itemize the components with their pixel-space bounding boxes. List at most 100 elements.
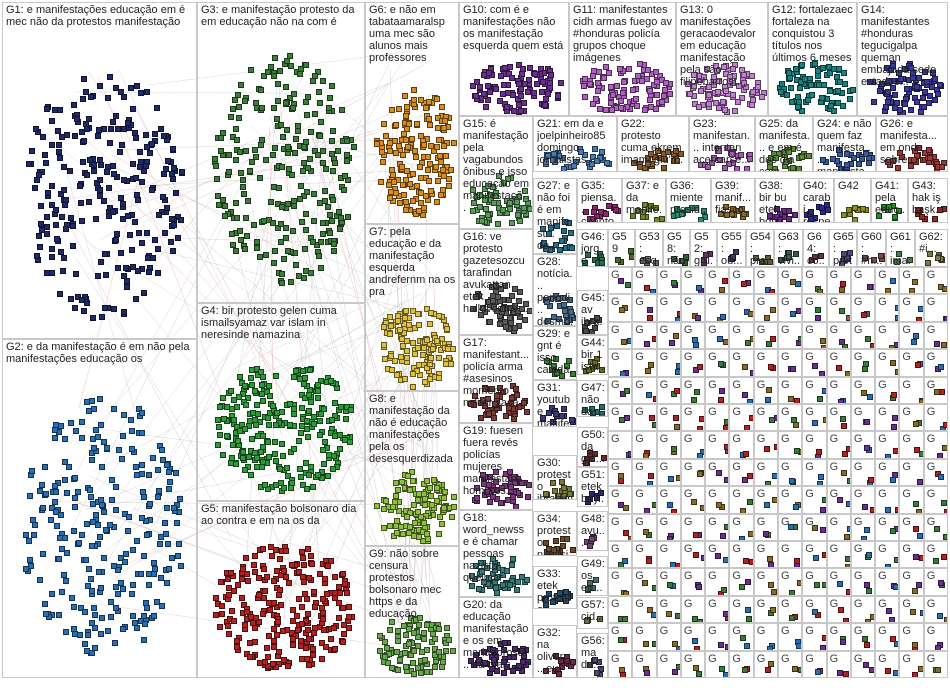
small-group-cell[interactable]: G [729,650,754,678]
small-group-cell[interactable]: G [899,267,924,295]
small-group-cell[interactable]: G [680,321,706,350]
group-box-g57[interactable]: G57: cid... [577,597,608,629]
group-box-g48[interactable]: G48: avu... ete... [577,511,608,551]
group-box-g40[interactable]: G40: carabi... respe... [799,178,834,223]
small-group-cell[interactable]: G [778,349,803,377]
small-group-cell[interactable]: G [729,595,754,624]
small-group-cell[interactable]: G [923,650,948,678]
small-group-cell[interactable]: G [875,294,900,322]
small-group-cell[interactable]: G [802,486,827,514]
small-group-cell[interactable]: G [899,486,924,514]
small-group-cell[interactable]: G [729,267,754,295]
small-group-cell[interactable]: G [802,404,827,432]
group-box-g9[interactable]: G9: não sobre censura protestos bolsonar… [365,546,459,678]
small-group-cell[interactable]: G [656,486,681,514]
group-box-g29[interactable]: G29: e gnt é isso calada... [533,326,577,380]
small-group-cell[interactable]: G [826,650,851,678]
group-box-g65[interactable]: G65: prot... [829,229,857,267]
group-box-g55[interactable]: G55: ou... [717,229,746,267]
small-group-cell[interactable]: G [608,267,633,295]
group-box-g59[interactable]: G59 [608,229,635,267]
small-group-cell[interactable]: G [875,595,900,624]
small-group-cell[interactable]: G [705,458,730,487]
small-group-cell[interactable]: G [923,458,948,487]
group-box-g30[interactable]: G30: protesto ibrahim karslı... [533,455,577,500]
small-group-cell[interactable]: G [753,376,778,404]
small-group-cell[interactable]: G [656,513,681,541]
small-group-cell[interactable]: G [680,650,706,678]
small-group-cell[interactable]: G [850,321,876,350]
small-group-cell[interactable]: G [899,431,924,459]
small-group-cell[interactable]: G [729,349,754,377]
group-box-g19[interactable]: G19: fuesen fuera revés policías mujeres… [459,423,533,510]
group-box-g20[interactable]: G20: da educação manifestação e os em ma… [459,597,533,678]
small-group-cell[interactable]: G [753,404,778,432]
small-group-cell[interactable]: G [850,541,876,569]
group-box-g37[interactable]: G37: e da manife... [622,178,666,223]
small-group-cell[interactable]: G [753,541,778,569]
small-group-cell[interactable]: G [875,650,900,678]
small-group-cell[interactable]: G [923,294,948,322]
small-group-cell[interactable]: G [778,431,803,459]
small-group-cell[interactable]: G [923,376,948,404]
small-group-cell[interactable]: G [632,486,657,514]
small-group-cell[interactable]: G [729,294,754,322]
small-group-cell[interactable]: G [656,431,681,459]
group-box-g14[interactable]: G14: manifestantes #honduras tegucigalpa… [857,2,948,116]
group-box-g41[interactable]: G41: pela educ... [871,178,908,223]
small-group-cell[interactable]: G [680,376,706,404]
small-group-cell[interactable]: G [608,431,633,459]
small-group-cell[interactable]: G [802,623,827,651]
small-group-cell[interactable]: G [778,267,803,295]
group-box-g8[interactable]: G8: e manifestação da não é educação man… [365,391,459,546]
small-group-cell[interactable]: G [899,650,924,678]
small-group-cell[interactable]: G [705,321,730,350]
group-box-g64[interactable]: G64: co... [803,229,829,267]
small-group-cell[interactable]: G [705,595,730,624]
group-box-g34[interactable]: G34: protesto nihalsi... ediyor... [533,511,577,556]
small-group-cell[interactable]: G [850,650,876,678]
small-group-cell[interactable]: G [923,541,948,569]
small-group-cell[interactable]: G [802,431,827,459]
small-group-cell[interactable]: G [778,513,803,541]
small-group-cell[interactable]: G [608,650,633,678]
small-group-cell[interactable]: G [923,623,948,651]
small-group-cell[interactable]: G [778,376,803,404]
small-group-cell[interactable]: G [826,294,851,322]
small-group-cell[interactable]: G [802,513,827,541]
small-group-cell[interactable]: G [802,267,827,295]
small-group-cell[interactable]: G [802,541,827,569]
small-group-cell[interactable]: G [899,321,924,350]
small-group-cell[interactable]: G [850,349,876,377]
small-group-cell[interactable]: G [875,541,900,569]
small-group-cell[interactable]: G [923,568,948,596]
small-group-cell[interactable]: G [778,541,803,569]
small-group-cell[interactable]: G [729,458,754,487]
small-group-cell[interactable]: G [923,486,948,514]
small-group-cell[interactable]: G [850,513,876,541]
small-group-cell[interactable]: G [826,349,851,377]
small-group-cell[interactable]: G [680,595,706,624]
small-group-cell[interactable]: G [705,541,730,569]
small-group-cell[interactable]: G [656,349,681,377]
small-group-cell[interactable]: G [729,404,754,432]
small-group-cell[interactable]: G [705,623,730,651]
small-group-cell[interactable]: G [875,404,900,432]
small-group-cell[interactable]: G [850,267,876,295]
group-box-g17[interactable]: G17: manifestant... policía arma #asesin… [459,335,533,423]
small-group-cell[interactable]: G [705,376,730,404]
group-box-g21[interactable]: G21: em da e joelpinheiro85 domingo jorn… [533,116,617,172]
group-box-g61[interactable]: G61: ima... [886,229,915,267]
group-box-g63[interactable]: G63: vivi... [774,229,803,267]
small-group-cell[interactable]: G [632,513,657,541]
small-group-cell[interactable]: G [850,623,876,651]
group-box-g39[interactable]: G39: manif... fiasco... [711,178,755,223]
small-group-cell[interactable]: G [778,623,803,651]
small-group-cell[interactable]: G [753,486,778,514]
small-group-cell[interactable]: G [656,568,681,596]
small-group-cell[interactable]: G [826,568,851,596]
small-group-cell[interactable]: G [656,321,681,350]
small-group-cell[interactable]: G [802,458,827,487]
group-box-g58[interactable]: G58: não... [663,229,690,267]
group-box-g27[interactable]: G27: e não foi é em manifest... da... [533,178,577,254]
